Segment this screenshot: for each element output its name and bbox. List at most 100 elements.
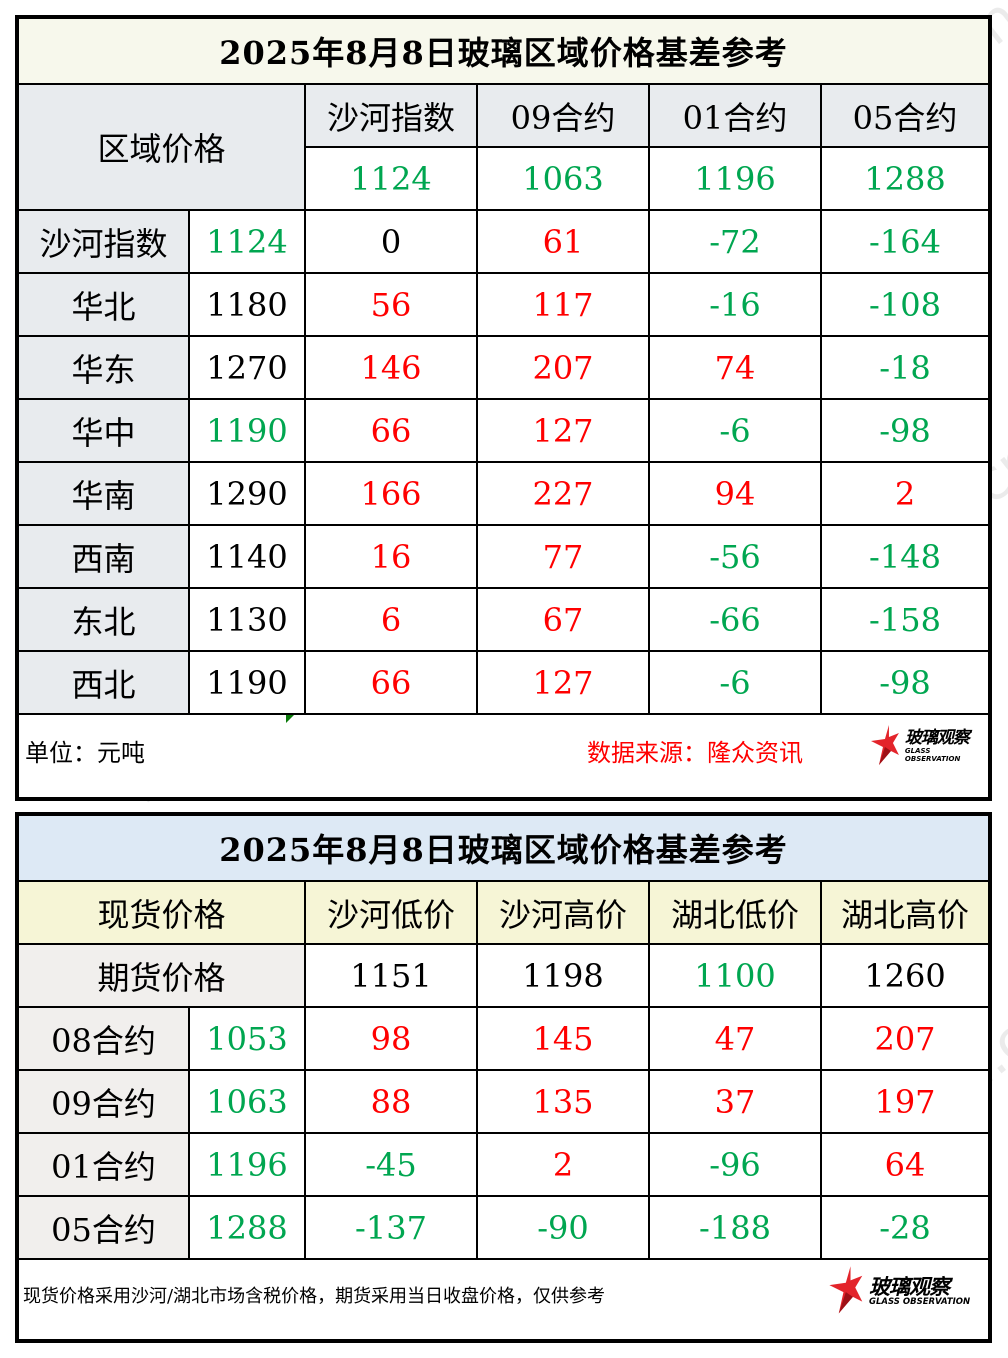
basis-cell: 117: [476, 272, 650, 337]
column-reference-price: 1288: [820, 146, 988, 211]
row-label: 华南: [19, 461, 190, 526]
basis-cell: 227: [476, 461, 650, 526]
spot-price-value: 1260: [820, 943, 988, 1008]
row-price: 1130: [188, 587, 306, 652]
basis-cell: -164: [820, 210, 988, 274]
regional-basis-panel: 2025年8月8日玻璃区域价格基差参考 区域价格 沙河指数 09合约 01合约 …: [15, 15, 992, 801]
basis-cell: 135: [476, 1069, 650, 1134]
glass-observation-logo: 玻璃观察 GLASS OBSERVATION: [869, 725, 988, 767]
row-label: 华北: [19, 272, 190, 337]
row-label: 05合约: [19, 1195, 190, 1260]
row-label: 沙河指数: [19, 210, 190, 274]
basis-cell: 145: [476, 1007, 650, 1071]
spot-futures-basis-table: 2025年8月8日玻璃区域价格基差参考 现货价格 沙河低价 沙河高价 湖北低价 …: [19, 816, 988, 1260]
basis-cell: 16: [304, 524, 478, 589]
basis-cell: 98: [304, 1007, 478, 1071]
basis-cell: -66: [648, 587, 822, 652]
row-price: 1053: [188, 1007, 306, 1071]
basis-cell: 166: [304, 461, 478, 526]
methodology-note: 现货价格采用沙河/湖北市场含税价格，期货采用当日收盘价格，仅供参考: [23, 1286, 606, 1307]
basis-cell: -16: [648, 272, 822, 337]
row-label: 华东: [19, 335, 190, 400]
basis-cell: -188: [648, 1195, 822, 1260]
basis-cell: -137: [304, 1195, 478, 1260]
spot-price-value: 1100: [648, 943, 822, 1008]
basis-cell: 37: [648, 1069, 822, 1134]
row-label: 西北: [19, 650, 190, 715]
column-header: 沙河低价: [304, 880, 478, 945]
futures-price-label: 期货价格: [19, 943, 306, 1008]
table-row: 西北 1190 66 127 -6 -98: [19, 650, 988, 715]
table-row: 西南 1140 16 77 -56 -148: [19, 524, 988, 589]
spot-price-value: 1151: [304, 943, 478, 1008]
column-header: 湖北高价: [820, 880, 988, 945]
row-price: 1180: [188, 272, 306, 337]
basis-cell: -96: [648, 1132, 822, 1197]
basis-cell: 47: [648, 1007, 822, 1071]
table-row: 华东 1270 146 207 74 -18: [19, 335, 988, 400]
basis-cell: 64: [820, 1132, 988, 1197]
basis-cell: 67: [476, 587, 650, 652]
basis-cell: -98: [820, 650, 988, 715]
column-header: 01合约: [648, 83, 822, 148]
row-price: 1190: [188, 398, 306, 463]
basis-cell: 56: [304, 272, 478, 337]
table-footer: 单位：元吨 数据来源：隆众资讯 玻璃观察 GLASS OBSERVATION: [19, 715, 988, 779]
row-price: 1190: [188, 650, 306, 715]
row-label: 09合约: [19, 1069, 190, 1134]
basis-cell: 0: [304, 210, 478, 274]
glass-observation-logo: 玻璃观察 GLASS OBSERVATION: [827, 1266, 970, 1316]
row-price: 1196: [188, 1132, 306, 1197]
red-star-icon: [829, 1266, 863, 1314]
table-title: 2025年8月8日玻璃区域价格基差参考: [19, 19, 988, 85]
column-reference-price: 1063: [476, 146, 650, 211]
basis-cell: -28: [820, 1195, 988, 1260]
table-footer: 现货价格采用沙河/湖北市场含税价格，期货采用当日收盘价格，仅供参考 玻璃观察 G…: [19, 1260, 988, 1324]
row-label: 08合约: [19, 1007, 190, 1071]
basis-cell: -148: [820, 524, 988, 589]
basis-cell: -56: [648, 524, 822, 589]
row-price: 1288: [188, 1195, 306, 1260]
basis-cell: -6: [648, 650, 822, 715]
basis-cell: -98: [820, 398, 988, 463]
column-header: 沙河指数: [304, 83, 478, 148]
spot-price-label: 现货价格: [19, 880, 306, 945]
basis-cell: 74: [648, 335, 822, 400]
basis-cell: 2: [476, 1132, 650, 1197]
logo-text-cn: 玻璃观察: [869, 1275, 950, 1299]
table-row: 华南 1290 166 227 94 2: [19, 461, 988, 526]
row-price: 1124: [188, 210, 306, 274]
basis-cell: 127: [476, 650, 650, 715]
basis-cell: 77: [476, 524, 650, 589]
basis-cell: 66: [304, 398, 478, 463]
basis-cell: -6: [648, 398, 822, 463]
basis-cell: 207: [820, 1007, 988, 1071]
logo-text-en: GLASS OBSERVATION: [869, 1297, 971, 1307]
column-header: 湖北低价: [648, 880, 822, 945]
logo-text-cn: 玻璃观察: [904, 728, 970, 748]
column-reference-price: 1196: [648, 146, 822, 211]
basis-cell: 61: [476, 210, 650, 274]
column-reference-price: 1124: [305, 146, 478, 211]
row-price: 1140: [188, 524, 306, 589]
spot-price-value: 1198: [476, 943, 650, 1008]
column-header: 09合约: [476, 83, 650, 148]
row-price: 1270: [188, 335, 306, 400]
basis-cell: -45: [304, 1132, 478, 1197]
basis-cell: 146: [304, 335, 478, 400]
table-title: 2025年8月8日玻璃区域价格基差参考: [19, 816, 988, 882]
basis-cell: -72: [648, 210, 822, 274]
table-row: 沙河指数 1124 0 61 -72 -164: [19, 210, 988, 274]
corner-label: 区域价格: [19, 83, 306, 211]
basis-cell: -108: [820, 272, 988, 337]
table-row: 01合约 1196 -45 2 -96 64: [19, 1132, 988, 1197]
row-price: 1290: [188, 461, 306, 526]
row-label: 01合约: [19, 1132, 190, 1197]
row-label: 东北: [19, 587, 190, 652]
basis-cell: -90: [476, 1195, 650, 1260]
table-row: 华北 1180 56 117 -16 -108: [19, 272, 988, 337]
basis-cell: 197: [820, 1069, 988, 1134]
basis-cell: 127: [476, 398, 650, 463]
logo-text-en: GLASS OBSERVATION: [904, 747, 961, 763]
row-label: 西南: [19, 524, 190, 589]
